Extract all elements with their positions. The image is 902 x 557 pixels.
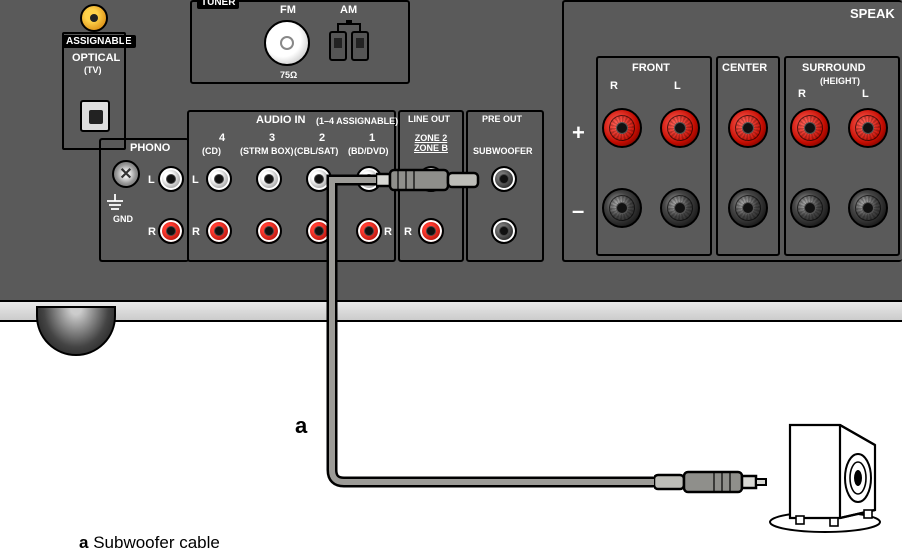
caption-text: Subwoofer cable [93,533,220,552]
subwoofer-cable [0,0,902,520]
figure-caption: a Subwoofer cable [79,533,220,553]
rca-plug-receiver-end [376,162,486,198]
caption-letter: a [79,533,88,552]
rca-plug-subwoofer-end [654,464,770,500]
